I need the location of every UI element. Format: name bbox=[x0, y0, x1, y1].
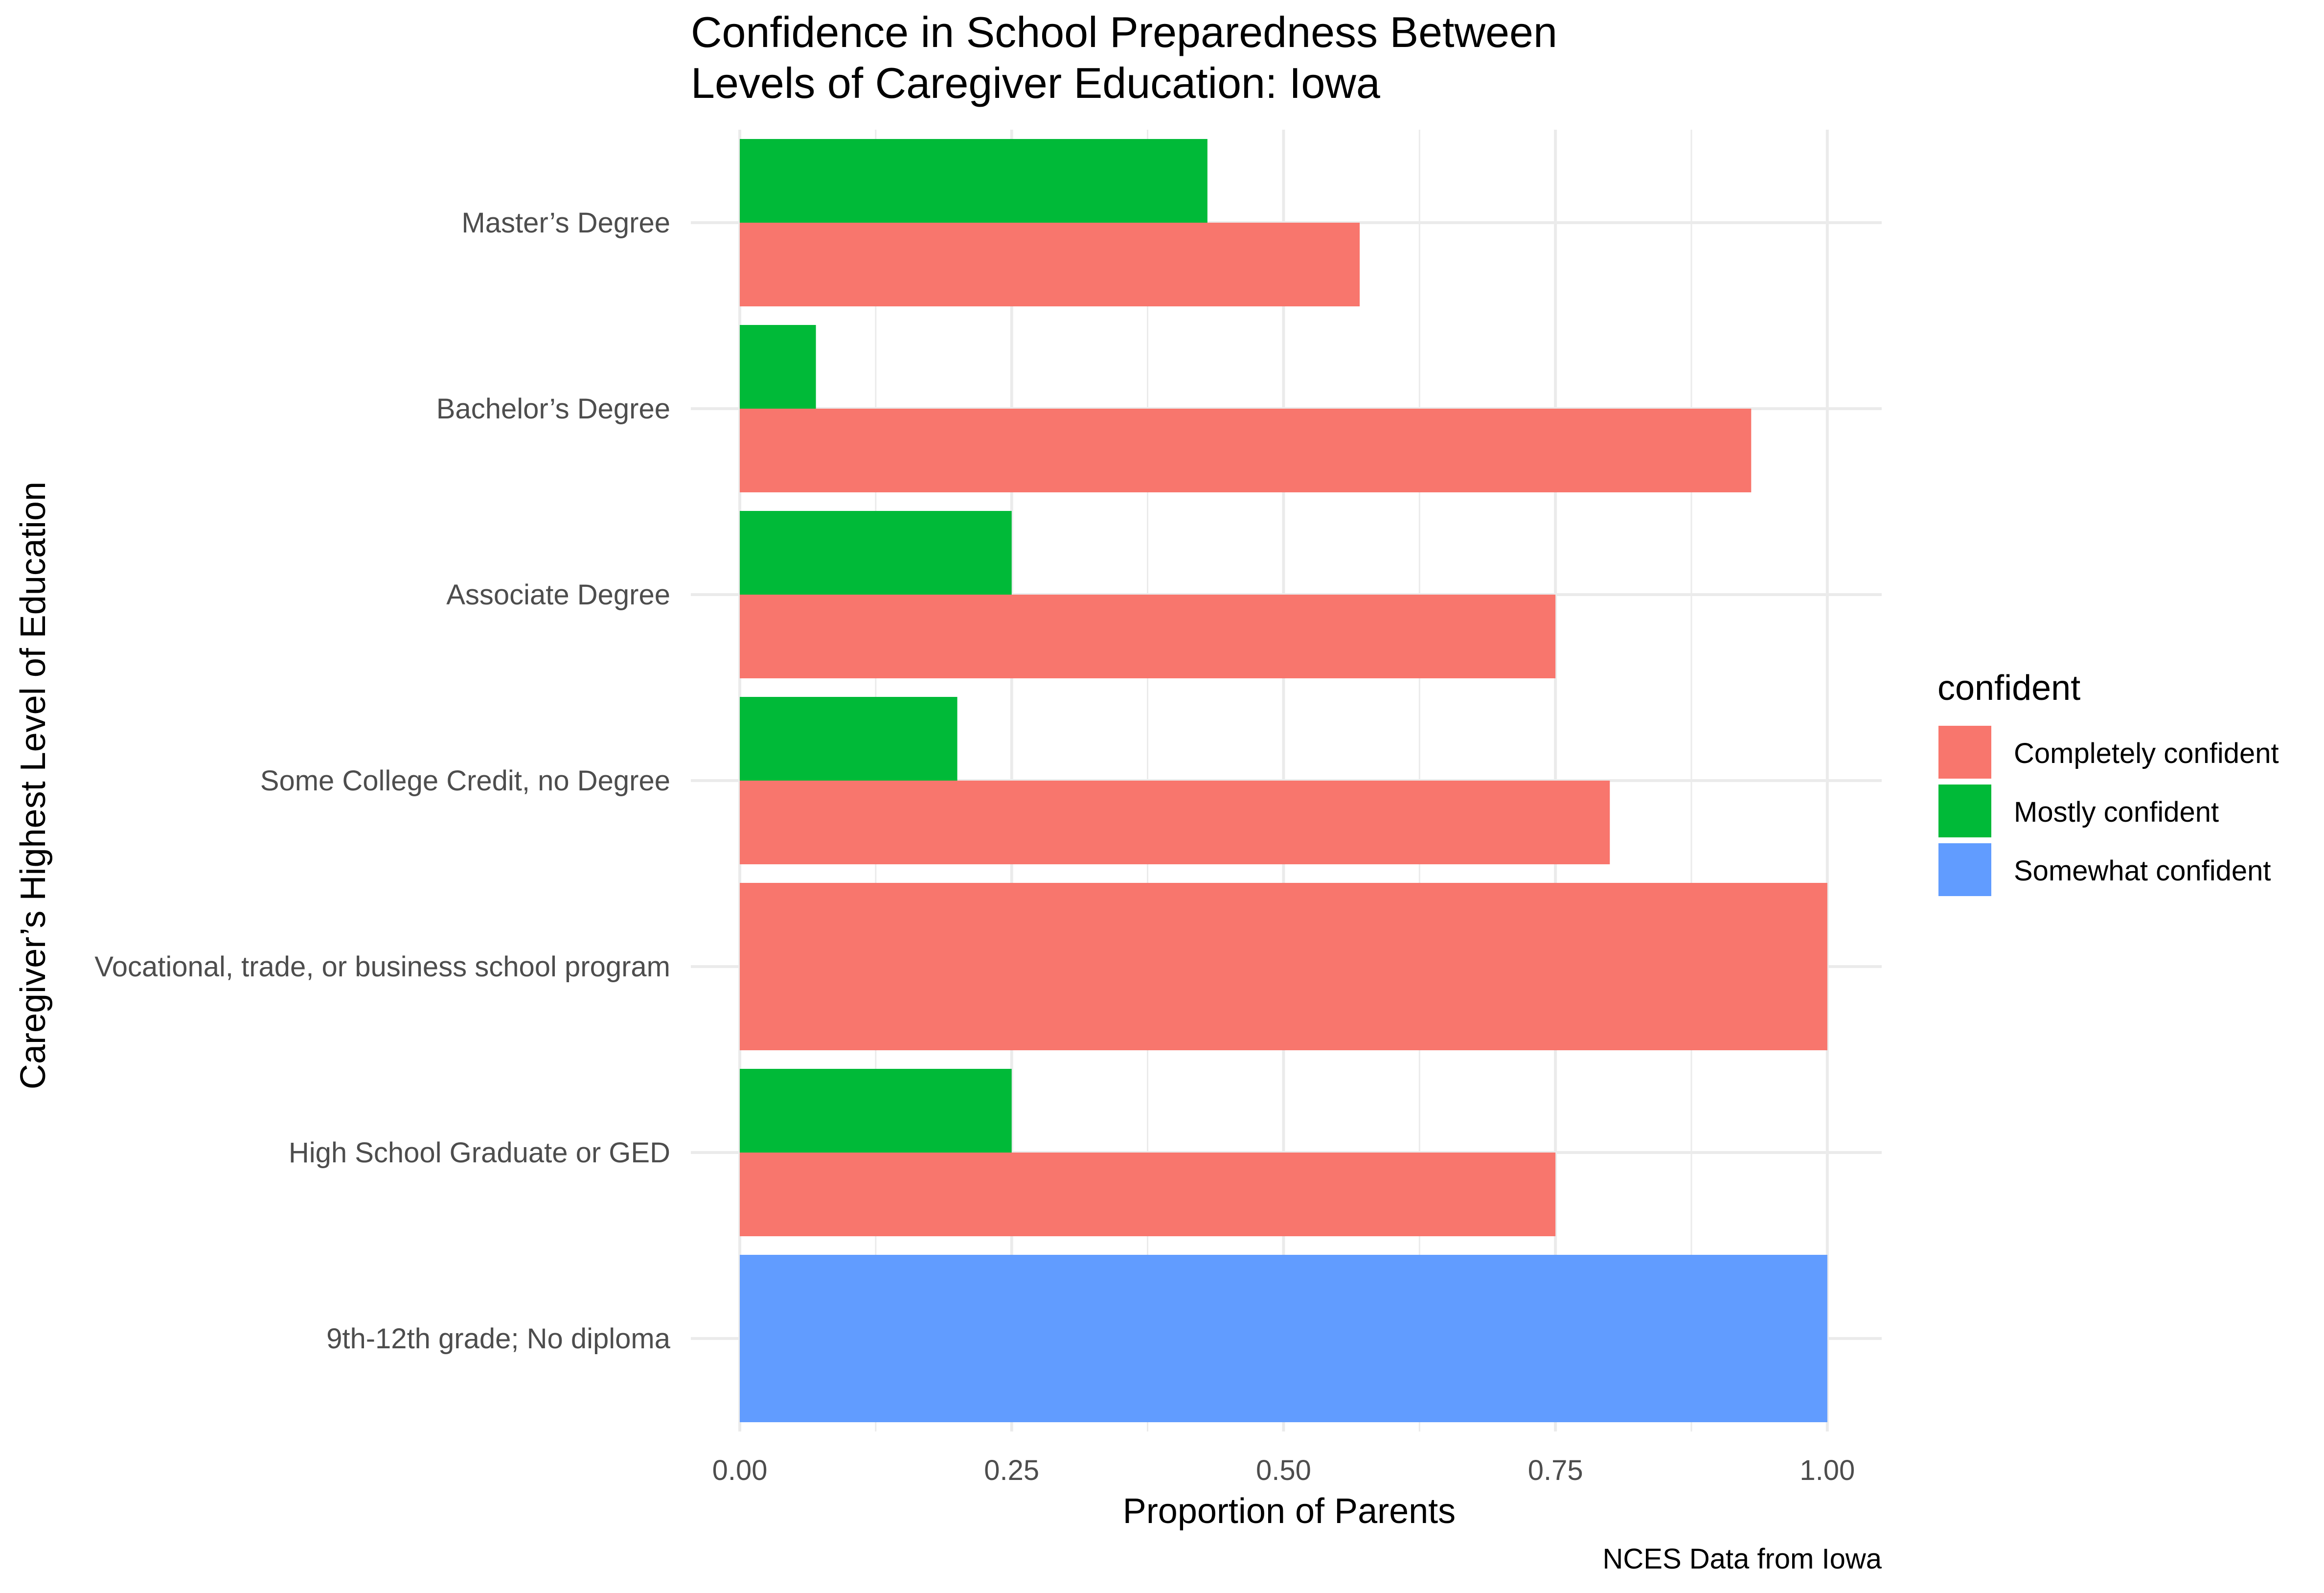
bar-mostly-confident-high-school-graduate-or-ged bbox=[740, 1069, 1012, 1153]
x-tick-label: 1.00 bbox=[1800, 1454, 1855, 1486]
x-tick-label: 0.25 bbox=[984, 1454, 1039, 1486]
bar-completely-confident-high-school-graduate-or-ged bbox=[740, 1153, 1556, 1236]
y-tick-label: Some College Credit, no Degree bbox=[260, 765, 670, 797]
y-axis-label: Caregiver’s Highest Level of Education bbox=[14, 482, 53, 1089]
y-tick-label: Bachelor’s Degree bbox=[436, 393, 670, 425]
bar-somewhat-confident-9th-12th-grade-no-diploma bbox=[740, 1255, 1827, 1422]
y-tick-label: High School Graduate or GED bbox=[289, 1137, 670, 1169]
legend-label-mostly-confident: Mostly confident bbox=[2014, 796, 2219, 828]
chart-caption: NCES Data from Iowa bbox=[1602, 1543, 1882, 1575]
y-tick-label: Master’s Degree bbox=[461, 207, 670, 239]
bar-mostly-confident-master-s-degree bbox=[740, 139, 1208, 223]
bar-completely-confident-bachelor-s-degree bbox=[740, 409, 1752, 492]
x-tick-labels: 0.00 0.25 0.50 0.75 1.00 bbox=[712, 1454, 1855, 1486]
y-tick-labels: 9th-12th grade; No diploma High School Gr… bbox=[94, 207, 671, 1355]
x-tick-label: 0.00 bbox=[712, 1454, 768, 1486]
y-tick-label: Associate Degree bbox=[446, 579, 670, 611]
legend-label-completely-confident: Completely confident bbox=[2014, 738, 2279, 769]
chart-title-line-2: Levels of Caregiver Education: Iowa bbox=[691, 59, 1380, 107]
bar-mostly-confident-associate-degree bbox=[740, 511, 1012, 595]
bars-layer bbox=[740, 139, 1827, 1422]
bar-completely-confident-vocational-trade-or-business-school-program bbox=[740, 883, 1827, 1050]
legend-title: confident bbox=[1937, 669, 2080, 708]
x-axis-label: Proportion of Parents bbox=[1123, 1492, 1456, 1531]
bar-completely-confident-associate-degree bbox=[740, 595, 1556, 678]
legend-key-mostly-confident bbox=[1938, 785, 1991, 837]
legend-label-somewhat-confident: Somewhat confident bbox=[2014, 855, 2271, 887]
bar-completely-confident-master-s-degree bbox=[740, 223, 1360, 306]
bar-mostly-confident-some-college-credit-no-degree bbox=[740, 697, 957, 781]
y-tick-label: Vocational, trade, or business school pr… bbox=[94, 951, 670, 983]
bar-mostly-confident-bachelor-s-degree bbox=[740, 325, 816, 409]
x-tick-label: 0.50 bbox=[1256, 1454, 1311, 1486]
legend-key-somewhat-confident bbox=[1938, 843, 1991, 896]
x-tick-label: 0.75 bbox=[1528, 1454, 1583, 1486]
legend-key-completely-confident bbox=[1938, 726, 1991, 779]
chart-title-line-1: Confidence in School Preparedness Betwee… bbox=[691, 8, 1557, 56]
y-tick-label: 9th-12th grade; No diploma bbox=[326, 1323, 671, 1355]
bar-completely-confident-some-college-credit-no-degree bbox=[740, 781, 1610, 864]
legend: confident Completely confident Mostly con… bbox=[1937, 669, 2279, 896]
